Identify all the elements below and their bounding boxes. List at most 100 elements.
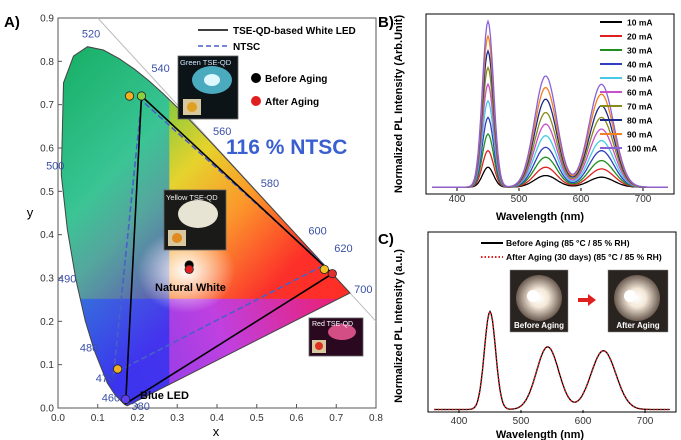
cie-y-tick-label: 0.9 xyxy=(40,14,54,25)
spectrum-line xyxy=(432,149,668,188)
red-after-aging-point xyxy=(327,269,337,279)
pl-current-x-label: Wavelength (nm) xyxy=(496,211,585,223)
cie-y-label: y xyxy=(27,205,34,220)
aging-arrow-icon xyxy=(578,294,596,306)
yellow-inset-label: Yellow TSE-QD xyxy=(166,193,218,202)
cie-x-label: x xyxy=(213,424,220,439)
legend-marker-after xyxy=(251,96,261,106)
blue-before-aging-point xyxy=(120,394,131,404)
after-aging-photo: After Aging xyxy=(607,269,669,333)
legend-label: 100 mA xyxy=(627,144,657,154)
green-before-aging-point xyxy=(136,91,147,101)
green-tse-qd-inset: Green TSE-QD xyxy=(177,55,239,120)
before-aging-photo-label: Before Aging xyxy=(514,321,564,330)
x-tick-label: 700 xyxy=(635,194,652,205)
cie-x-tick-label: 0.0 xyxy=(51,413,65,424)
cie-chart: 0.0 0.1 0.2 0.3 0.4 0.5 0.6 0.7 0.8 0.0 0.1 0.2 0.3 0… xyxy=(27,14,384,440)
ntsc-ratio-annotation: 116 % NTSC xyxy=(226,136,347,159)
blue-after-aging-point xyxy=(113,364,123,374)
legend-label: 20 mA xyxy=(627,32,653,42)
cie-y-tick-label: 0.5 xyxy=(40,187,54,198)
cie-x-tick-label: 0.1 xyxy=(91,413,105,424)
cie-wavelength-label: 380 xyxy=(132,401,150,413)
x-tick-label: 400 xyxy=(451,416,468,427)
legend-label-before-aging: Before Aging (85 °C / 85 % RH) xyxy=(506,238,630,248)
cie-x-tick-label: 0.8 xyxy=(369,413,383,424)
pl-aging-x-ticks: 400 500 600 700 xyxy=(451,410,654,427)
natural-white-label: Natural White xyxy=(155,282,226,294)
pl-aging-legend: Before Aging (85 °C / 85 % RH) After Agi… xyxy=(481,238,662,262)
cie-y-tick-label: 0.4 xyxy=(40,230,54,241)
cie-color-points xyxy=(113,91,337,404)
horseshoe-fill-left xyxy=(61,46,170,406)
x-tick-label: 600 xyxy=(573,194,590,205)
panel-c-label: C) xyxy=(378,231,394,248)
cie-wavelength-label: 500 xyxy=(46,161,64,173)
pl-aging-x-label: Wavelength (nm) xyxy=(496,429,585,440)
yellow-tse-qd-inset: Yellow TSE-QD xyxy=(163,189,227,251)
cie-y-tick-label: 0.0 xyxy=(40,404,54,415)
pl-aging-y-label: Normalized PL Intensity (a.u.) xyxy=(393,249,405,403)
cie-wavelength-label: 700 xyxy=(354,284,372,296)
panel-a-label: A) xyxy=(4,14,20,31)
legend-label: 30 mA xyxy=(627,46,653,56)
x-tick-label: 500 xyxy=(513,416,530,427)
ntsc-triangle xyxy=(112,98,326,375)
pl-current-y-label: Normalized PL Intensity (Arb.Unit) xyxy=(393,15,405,194)
legend-marker-before xyxy=(251,73,261,83)
pl-current-x-ticks: 400 500 600 700 xyxy=(449,188,652,205)
white-after-aging-point xyxy=(184,264,194,274)
after-aging-photo-label: After Aging xyxy=(616,321,659,330)
pl-aging-chart: 400 500 600 700 Before Aging (85 °C / 85 % … xyxy=(393,231,677,440)
cie-x-tick-label: 0.5 xyxy=(250,413,264,424)
pl-aging-frame xyxy=(427,231,677,413)
x-tick-label: 500 xyxy=(511,194,528,205)
cie-wavelength-label: 540 xyxy=(151,63,169,75)
tse-triangle xyxy=(124,94,334,406)
legend-label: 50 mA xyxy=(627,74,653,84)
green-inset-label: Green TSE-QD xyxy=(180,58,232,67)
cie-y-tick-label: 0.7 xyxy=(40,100,54,111)
legend-label-after: After Aging xyxy=(265,97,319,108)
x-tick-label: 600 xyxy=(575,416,592,427)
legend-label-before: Before Aging xyxy=(265,74,327,85)
cie-x-tick-label: 0.2 xyxy=(131,413,145,424)
cie-y-tick-label: 0.6 xyxy=(40,144,54,155)
cie-x-tick-label: 0.7 xyxy=(329,413,343,424)
spectrum-line xyxy=(434,309,670,411)
legend-label: 90 mA xyxy=(627,130,653,140)
blue-led-label: Blue LED xyxy=(140,390,189,402)
cie-legend: TSE-QD-based White LED NTSC Before Aging… xyxy=(198,26,356,108)
cie-wavelength-labels: 380 460 470 480 490 500 520 540 560 580 600 620 700 xyxy=(46,29,372,414)
cie-wavelength-label: 560 xyxy=(213,126,231,138)
x-tick-label: 400 xyxy=(449,194,466,205)
pl-current-frame xyxy=(425,13,675,195)
cie-x-tick-label: 0.3 xyxy=(170,413,184,424)
cie-y-tick-label: 0.8 xyxy=(40,57,54,68)
pl-current-series xyxy=(432,18,668,188)
legend-label-ntsc: NTSC xyxy=(233,42,260,53)
cie-y-tick-label: 0.1 xyxy=(40,360,54,371)
red-tse-qd-inset: Red TSE-QD xyxy=(308,317,364,357)
legend-label: 10 mA xyxy=(627,18,653,28)
green-after-aging-point xyxy=(124,91,135,101)
cie-x-tick-label: 0.4 xyxy=(210,413,224,424)
x-tick-label: 700 xyxy=(637,416,654,427)
red-before-aging-point xyxy=(319,264,329,274)
spectrum-line xyxy=(432,133,668,188)
pl-current-legend: 10 mA 20 mA 30 mA 40 mA 50 mA 60 mA 70 mA 80 mA… xyxy=(600,18,657,154)
legend-label: 80 mA xyxy=(627,116,653,126)
horseshoe-outline xyxy=(60,46,351,407)
pl-aging-series xyxy=(434,309,670,411)
cie-wavelength-label: 620 xyxy=(334,243,352,255)
panel-b-label: B) xyxy=(378,14,394,31)
spectrum-line xyxy=(432,18,668,188)
before-aging-photo: Before Aging xyxy=(509,269,569,333)
cie-y-tick-label: 0.2 xyxy=(40,317,54,328)
cie-axis-ticks: 0.0 0.1 0.2 0.3 0.4 0.5 0.6 0.7 0.8 0.0 0.1 0.2 0.3 0… xyxy=(40,14,383,425)
cie-x-tick-label: 0.6 xyxy=(290,413,304,424)
cie-wavelength-label: 460 xyxy=(102,393,120,405)
legend-label-tse: TSE-QD-based White LED xyxy=(233,26,356,37)
cie-wavelength-label: 480 xyxy=(80,343,98,355)
